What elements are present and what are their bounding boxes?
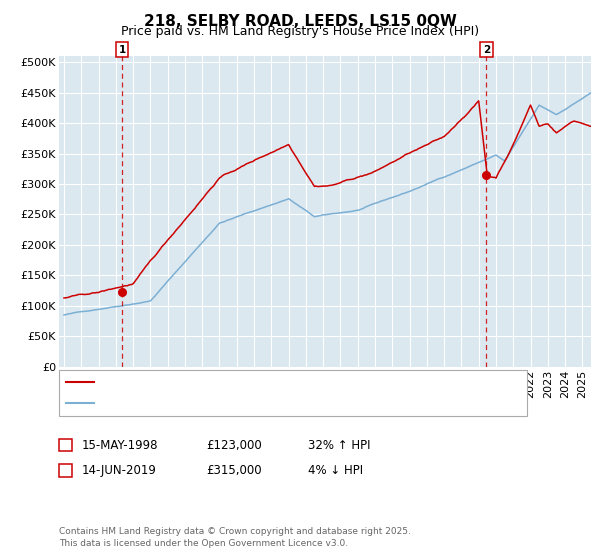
Text: 2: 2 [61, 464, 70, 477]
Text: 1: 1 [61, 438, 70, 452]
Text: 218, SELBY ROAD, LEEDS, LS15 0QW: 218, SELBY ROAD, LEEDS, LS15 0QW [143, 14, 457, 29]
Text: 1: 1 [119, 45, 126, 55]
Text: £123,000: £123,000 [206, 438, 262, 452]
Text: Price paid vs. HM Land Registry's House Price Index (HPI): Price paid vs. HM Land Registry's House … [121, 25, 479, 38]
Text: HPI: Average price, detached house, Leeds: HPI: Average price, detached house, Leed… [98, 398, 337, 408]
Text: 2: 2 [483, 45, 490, 55]
Text: 14-JUN-2019: 14-JUN-2019 [82, 464, 157, 477]
Text: £315,000: £315,000 [206, 464, 262, 477]
Text: 32% ↑ HPI: 32% ↑ HPI [308, 438, 370, 452]
Text: Contains HM Land Registry data © Crown copyright and database right 2025.
This d: Contains HM Land Registry data © Crown c… [59, 527, 410, 548]
Text: 4% ↓ HPI: 4% ↓ HPI [308, 464, 363, 477]
Text: 15-MAY-1998: 15-MAY-1998 [82, 438, 158, 452]
Text: 218, SELBY ROAD, LEEDS, LS15 0QW (detached house): 218, SELBY ROAD, LEEDS, LS15 0QW (detach… [98, 377, 406, 388]
